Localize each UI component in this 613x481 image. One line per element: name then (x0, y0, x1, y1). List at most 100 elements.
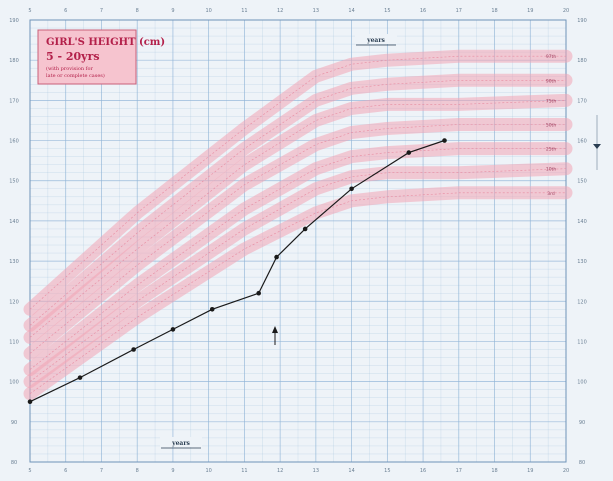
right-tick-label: 190 (577, 18, 587, 24)
top-tick-label: 10 (205, 8, 211, 14)
right-tick-label: 120 (577, 299, 587, 305)
top-label: years (366, 37, 385, 44)
bottom-tick-label: 20 (563, 468, 569, 474)
bottom-years-label: years (160, 437, 202, 449)
bottom-tick-label: 7 (100, 468, 103, 474)
series-point (27, 399, 33, 405)
bottom-tick-label: 13 (313, 468, 319, 474)
left-tick-label: 130 (9, 259, 19, 265)
top-tick-label: 6 (64, 8, 67, 14)
top-tick-label: 12 (277, 8, 283, 14)
left-tick-label: 140 (9, 219, 19, 225)
top-tick-label: 18 (491, 8, 497, 14)
left-tick-label: 170 (9, 98, 19, 104)
title-box-frame (37, 29, 137, 85)
chart-title: GIRL'S HEIGHT (cm) (46, 37, 165, 48)
top-tick-label: 15 (384, 8, 390, 14)
top-tick-label: 9 (171, 8, 174, 14)
bottom-tick-label: 9 (171, 468, 174, 474)
top-tick-label: 20 (563, 8, 569, 14)
bottom-tick-label: 5 (28, 468, 31, 474)
series-point (302, 226, 308, 232)
bottom-tick-label: 16 (420, 468, 426, 474)
right-tick-label: 150 (577, 179, 587, 185)
right-tick-label: 160 (577, 139, 587, 145)
bottom-label: years (171, 440, 190, 447)
left-tick-label: 80 (11, 460, 17, 466)
chart-subtitle: 5 - 20yrs (46, 50, 100, 63)
centile-line-6 (29, 192, 566, 394)
right-tick-label: 180 (577, 58, 587, 64)
centile-label-1: 90th (546, 78, 556, 84)
bottom-tick-label: 6 (64, 468, 67, 474)
top-tick-label: 19 (527, 8, 533, 14)
arrow-annotation (272, 326, 278, 345)
centile-line-2 (29, 100, 567, 338)
right-marker-icon (593, 144, 601, 149)
centile-label-2: 75th (546, 98, 556, 104)
top-years-label: years (355, 34, 397, 46)
centile-label-0: 97th (546, 54, 556, 60)
right-tick-label: 110 (577, 339, 587, 345)
centile-label-4: 25th (546, 147, 556, 153)
top-tick-label: 13 (313, 8, 319, 14)
left-tick-label: 90 (11, 420, 17, 426)
right-marker (593, 115, 601, 170)
series-point (442, 138, 447, 143)
right-tick-label: 130 (577, 259, 587, 265)
left-tick-label: 150 (9, 179, 19, 185)
centile-line-1 (29, 80, 566, 326)
top-tick-label: 11 (241, 8, 247, 14)
right-tick-label: 170 (577, 98, 587, 104)
top-tick-label: 17 (456, 8, 462, 14)
title-box: GIRL'S HEIGHT (cm) 5 - 20yrs (with provi… (37, 29, 165, 85)
left-tick-label: 190 (9, 18, 19, 24)
centile-label-5: 10th (546, 167, 556, 173)
top-tick-label: 8 (136, 8, 139, 14)
chart-note-1: (with provision for (46, 65, 94, 72)
left-tick-label: 110 (9, 339, 19, 345)
series-point (131, 347, 136, 352)
bottom-tick-label: 17 (456, 468, 462, 474)
bottom-tick-label: 18 (491, 468, 497, 474)
centile-line-3 (29, 124, 566, 354)
right-tick-label: 80 (579, 460, 585, 466)
arrow-head (272, 326, 278, 333)
bottom-tick-label: 15 (384, 468, 390, 474)
centile-band-0 (23, 49, 573, 316)
centile-line-5 (29, 168, 567, 382)
bottom-tick-label: 11 (241, 468, 247, 474)
left-tick-label: 120 (9, 299, 19, 305)
right-tick-label: 140 (577, 219, 587, 225)
right-tick-label: 90 (579, 420, 585, 426)
left-tick-label: 180 (9, 58, 19, 64)
top-tick-label: 16 (420, 8, 426, 14)
centile-label-6: 3rd (547, 191, 555, 197)
bottom-tick-label: 10 (205, 468, 211, 474)
series-point (274, 254, 279, 260)
series-point (256, 290, 261, 296)
bottom-tick-label: 12 (277, 468, 283, 474)
series-point (170, 327, 176, 332)
patient-series (27, 138, 447, 405)
bottom-tick-label: 14 (348, 468, 354, 474)
centile-label-3: 50th (546, 122, 556, 128)
chart-note-2: late or complete cases) (46, 72, 105, 79)
plot-frame (29, 19, 567, 463)
top-tick-label: 14 (348, 8, 354, 14)
centile-line-4 (29, 148, 566, 370)
series-point (209, 307, 215, 312)
axis-ticks: 5 5 6 6 7 7 8 8 9 9 10 10 11 11 12 12 13 13 14 14 15 15 16 16 17… (9, 8, 587, 474)
bottom-tick-label: 19 (527, 468, 533, 474)
series-point (77, 375, 83, 380)
left-tick-label: 160 (9, 139, 19, 145)
top-tick-label: 5 (28, 8, 31, 14)
right-tick-label: 100 (577, 380, 587, 386)
series-point (349, 186, 354, 192)
left-tick-label: 100 (9, 380, 19, 386)
centile-bands: 97th 90th 75th 50th 25th 10th 3rd (23, 49, 573, 401)
top-tick-label: 7 (100, 8, 103, 14)
series-point (406, 150, 412, 155)
